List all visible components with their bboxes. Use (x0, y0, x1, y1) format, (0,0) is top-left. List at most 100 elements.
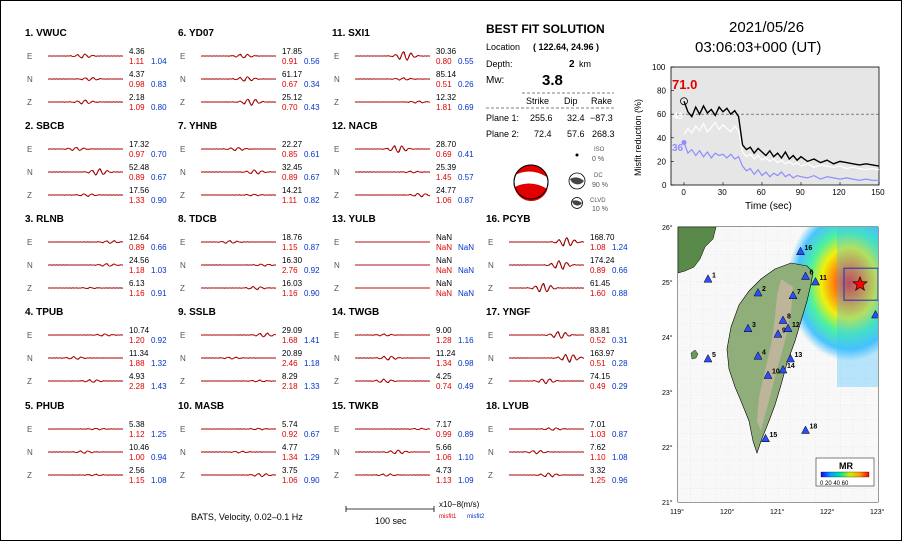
misfit1-value: 1.10 (590, 453, 606, 462)
event-date: 2021/05/26 (729, 19, 804, 36)
component-label: Z (488, 471, 493, 480)
misfit1-value: 0.51 (436, 80, 452, 89)
component-label: N (180, 354, 186, 363)
station-triangle (763, 370, 773, 379)
best-mr-marker (680, 97, 688, 106)
misfit2-value: 0.67 (304, 430, 320, 439)
misfit1-value: 1.34 (282, 453, 298, 462)
amplitude-value: 5.66 (436, 443, 452, 452)
misfit1-value: 1.34 (436, 359, 452, 368)
station-triangle (703, 353, 713, 363)
station-number-label: 5 (712, 352, 716, 359)
misfit2-value: 0.91 (151, 289, 167, 298)
amplitude-value: 5.74 (282, 420, 298, 429)
misfit1-value: 1.16 (282, 289, 298, 298)
synthetic-trace (355, 170, 430, 174)
misfit2-value: 1.43 (151, 382, 167, 391)
synthetic-trace (509, 260, 584, 270)
plane2-label: Plane 2: (486, 129, 519, 139)
station-panel: 2. SBCB E 17.320.97 0.70 N 52.480.89 0.67 Z 17.5… (25, 121, 167, 205)
misfit2-value: 1.41 (304, 336, 320, 345)
misfit1-value: 1.60 (590, 289, 606, 298)
plane1-label: Plane 1: (486, 113, 519, 123)
station-triangle (773, 329, 783, 338)
mr-heat-field (787, 227, 878, 361)
misfit1-value: 1.06 (436, 196, 452, 205)
station-name: 13. YULB (332, 214, 376, 225)
station-name: 1. VWUC (25, 28, 67, 39)
synthetic-trace (48, 77, 123, 81)
synthetic-trace (201, 428, 276, 431)
synthetic-trace (48, 356, 123, 360)
misfit-reduction-chart: 0 30 60 90 120 150 0 20 40 60 80 100 Misfit reducti… (633, 63, 885, 212)
amplitude-value: 17.85 (282, 47, 303, 56)
chart-ylabel: Misfit reduction (%) (633, 99, 643, 176)
best-fit-solution: BEST FIT SOLUTION Location ( 122.64, 24.… (486, 22, 615, 213)
solution-title: BEST FIT SOLUTION (486, 22, 605, 36)
amplitude-value: 16.03 (282, 279, 303, 288)
misfit2-value: 0.96 (612, 476, 628, 485)
synthetic-trace (48, 263, 124, 267)
station-number-label: 11 (820, 275, 828, 282)
taiwan-mountains (757, 279, 793, 431)
misfit2-value: 1.03 (151, 266, 167, 275)
misfit1-value: 0.70 (282, 103, 298, 112)
misfit1-value: 1.68 (282, 336, 298, 345)
beachball-top-quadrant (515, 164, 547, 177)
amplitude-value: 4.77 (282, 443, 298, 452)
dc-value: 90 % (592, 182, 608, 189)
blue-series-label: 36 (672, 143, 684, 154)
synthetic-trace (201, 54, 276, 59)
station-number-label: 4 (762, 349, 766, 356)
synthetic-trace (201, 98, 276, 106)
component-label: E (27, 52, 32, 61)
misfit2-value: 0.98 (458, 359, 474, 368)
mr-legend-title: MR (839, 461, 853, 471)
blue-start-marker (681, 140, 687, 146)
amplitude-value: 83.81 (590, 326, 611, 335)
component-label: Z (334, 471, 339, 480)
station-number-label: 16 (805, 245, 813, 252)
station-panel: 3. RLNB E 12.640.89 0.66 N 24.561.18 1.03 Z 6.13… (25, 214, 167, 298)
penghu-islands (690, 349, 699, 360)
station-number-label: 15 (770, 432, 778, 439)
beachball (513, 164, 549, 202)
synthetic-trace (355, 100, 430, 104)
station-number-label: 10 (772, 369, 780, 376)
amplitude-value: 74.15 (590, 372, 611, 381)
station-panel: 9. SSLB E 29.091.68 1.41 N 20.892.46 1.18 Z 8.29… (178, 307, 320, 391)
synthetic-trace (201, 147, 276, 151)
best-mr-label: 71.0 (672, 77, 697, 92)
misfit2-value: 0.57 (458, 173, 474, 182)
amplitude-value: 7.62 (590, 443, 606, 452)
misfit1-value: 0.85 (282, 150, 298, 159)
misfit2-value: 0.87 (458, 196, 474, 205)
misfit2-value: 0.66 (151, 243, 167, 252)
component-label: Z (27, 98, 32, 107)
lat-tick-label: 23° (662, 389, 673, 397)
amplitude-value: 11.34 (129, 349, 149, 358)
station-name: 17. YNGF (486, 307, 530, 318)
misfit2-value: 1.10 (458, 453, 474, 462)
misfit2-value: 0.31 (612, 336, 628, 345)
amplitude-value: 7.01 (590, 420, 606, 429)
misfit1-value: 0.49 (590, 382, 606, 391)
component-label: E (334, 425, 339, 434)
amplitude-value: 25.12 (282, 93, 303, 102)
station-panel: 12. NACB E 28.700.69 0.41 N 25.391.45 0.57 Z 24.… (332, 121, 474, 205)
component-label: Z (334, 284, 339, 293)
mw-label: Mw: (486, 75, 504, 86)
misfit1-value: 0.97 (129, 150, 145, 159)
misfit2-value: 1.04 (151, 57, 167, 66)
misfit2-value: 0.94 (151, 453, 167, 462)
amplitude-value: 32.45 (282, 163, 303, 172)
lat-tick-label: 21° (662, 499, 673, 507)
dc-symbol (568, 172, 586, 190)
component-label: Z (27, 191, 32, 200)
misfit1-value: 1.16 (129, 289, 145, 298)
plane1-dip: 32.4 (567, 113, 585, 123)
station-number-label: 8 (787, 314, 791, 321)
misfit1-value: 1.15 (129, 476, 145, 485)
misfit1-value: 1.06 (436, 453, 452, 462)
